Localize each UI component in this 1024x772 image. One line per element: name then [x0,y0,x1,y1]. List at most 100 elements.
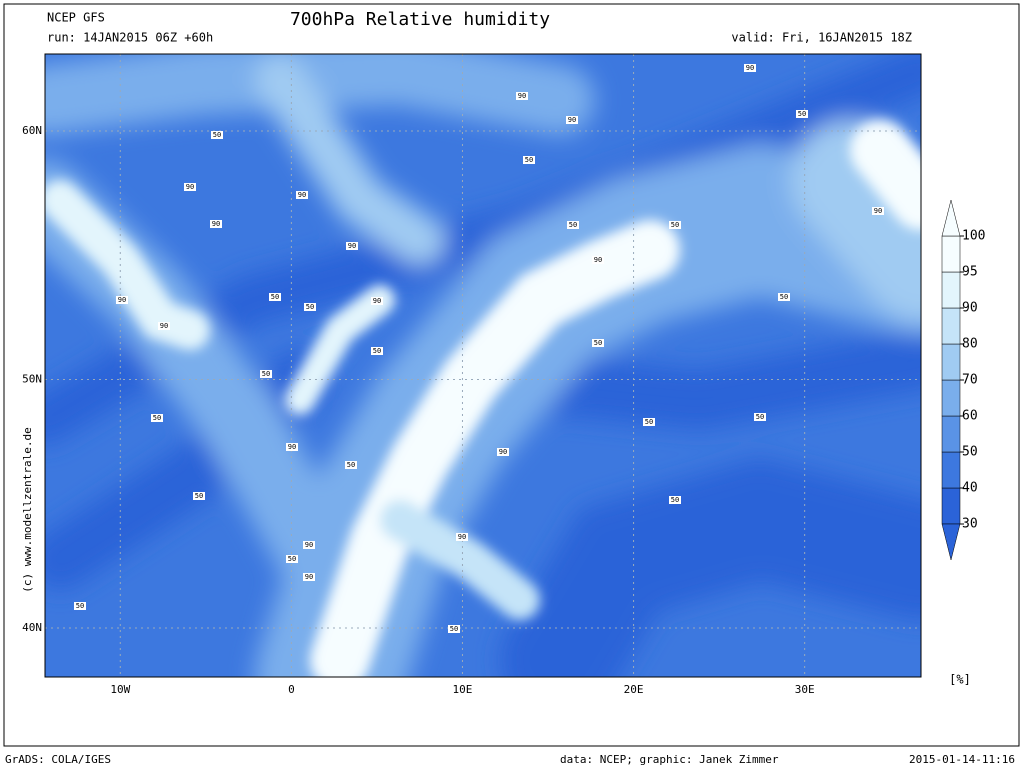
colorbar-box [941,487,961,525]
contour-label: 50 [798,110,806,118]
side-credit: (c) www.modellzentrale.de [21,427,34,593]
humidity-core [45,120,921,677]
lon-tick-label: 20E [624,683,644,696]
contour-label-box [567,221,579,229]
contour-label: 90 [746,64,754,72]
contour-label: 50 [373,347,381,355]
contour-label-box [210,220,222,228]
colorbar-box [941,379,961,417]
contour-label-box [592,256,604,264]
colorbar: 30 40 50 60 70 80 90 95 100 [%] [941,199,985,687]
lat-tick-label: 60N [22,124,42,137]
colorbar-bottom-arrow [941,523,961,561]
colorbar-box [941,451,961,489]
contour-label-box [523,156,535,164]
contour-label: 90 [518,92,526,100]
contour-label-box [497,448,509,456]
contour-label-box [346,242,358,250]
contour-label-box [303,541,315,549]
contour-label: 50 [347,461,355,469]
colorbar-label: 100 [962,229,985,244]
contour-label: 50 [306,303,314,311]
colorbar-label: 80 [962,337,978,352]
footer-timestamp: 2015-01-14-11:16 [909,753,1015,766]
contour-label-box [286,443,298,451]
valid-time: valid: Fri, 16JAN2015 18Z [731,31,912,45]
contour-label: 90 [373,297,381,305]
contour-label: 90 [305,573,313,581]
colorbar-label: 70 [962,373,978,388]
contour-label-box [371,297,383,305]
lat-tick-label: 40N [22,621,42,634]
contour-label: 90 [305,541,313,549]
contour-label-box [643,418,655,426]
colorbar-box [941,271,961,309]
contour-label-box [304,303,316,311]
contour-label-box [260,370,272,378]
colorbar-top-arrow [941,199,961,237]
contour-label-box [151,414,163,422]
contour-label: 90 [594,256,602,264]
contour-label-box [74,602,86,610]
model: NCEP GFS [47,11,105,25]
contour-label-box [456,533,468,541]
colorbar-label: 60 [962,409,978,424]
contour-label-box [193,492,205,500]
contour-label-box [184,183,196,191]
contour-label: 90 [212,220,220,228]
contour-label: 50 [671,221,679,229]
contour-label: 50 [153,414,161,422]
contour-label-box [158,322,170,330]
contour-label-box [744,64,756,72]
contour-label-box [303,573,315,581]
lat-tick-label: 50N [22,373,42,386]
contour-label: 50 [450,625,458,633]
contour-label: 50 [525,156,533,164]
contour-label-box [448,625,460,633]
contour-label: 50 [756,413,764,421]
contour-label: 50 [262,370,270,378]
contour-label: 90 [298,191,306,199]
contour-label-box [778,293,790,301]
contour-label: 50 [569,221,577,229]
colorbar-box [941,343,961,381]
colorbar-box [941,415,961,453]
contour-label: 90 [348,242,356,250]
colorbar-label: 50 [962,445,978,460]
contour-label: 90 [499,448,507,456]
contour-label: 50 [645,418,653,426]
colorbar-box [941,307,961,345]
colorbar-label: 30 [962,517,978,532]
footer-software: GrADS: COLA/IGES [5,753,111,766]
colorbar-box [941,235,961,273]
contour-label: 90 [160,322,168,330]
outer-frame [3,3,1020,747]
lon-tick-label: 0 [288,683,295,696]
run: run: 14JAN2015 06Z +60h [47,31,213,45]
colorbar-label: 95 [962,265,978,280]
contour-label: 50 [671,496,679,504]
contour-label: 50 [780,293,788,301]
contour-label: 90 [568,116,576,124]
map-frame [44,53,922,678]
title: 700hPa Relative humidity [290,9,550,30]
contour-label: 50 [288,555,296,563]
lon-tick-label: 30E [795,683,815,696]
contour-label: 90 [458,533,466,541]
contour-label: 50 [213,131,221,139]
contour-label-box [754,413,766,421]
contour-label: 90 [874,207,882,215]
contour-label: 90 [186,183,194,191]
contour-label-box [796,110,808,118]
contour-label: 90 [118,296,126,304]
colorbar-label: 40 [962,481,978,496]
contour-label-box [345,461,357,469]
contour-label: 50 [195,492,203,500]
contour-label: 90 [288,443,296,451]
contour-label-box [371,347,383,355]
contour-label-box [116,296,128,304]
colorbar-unit: [%] [949,673,971,687]
contour-label-box [296,191,308,199]
contour-label-box [516,92,528,100]
contour-label: 50 [76,602,84,610]
